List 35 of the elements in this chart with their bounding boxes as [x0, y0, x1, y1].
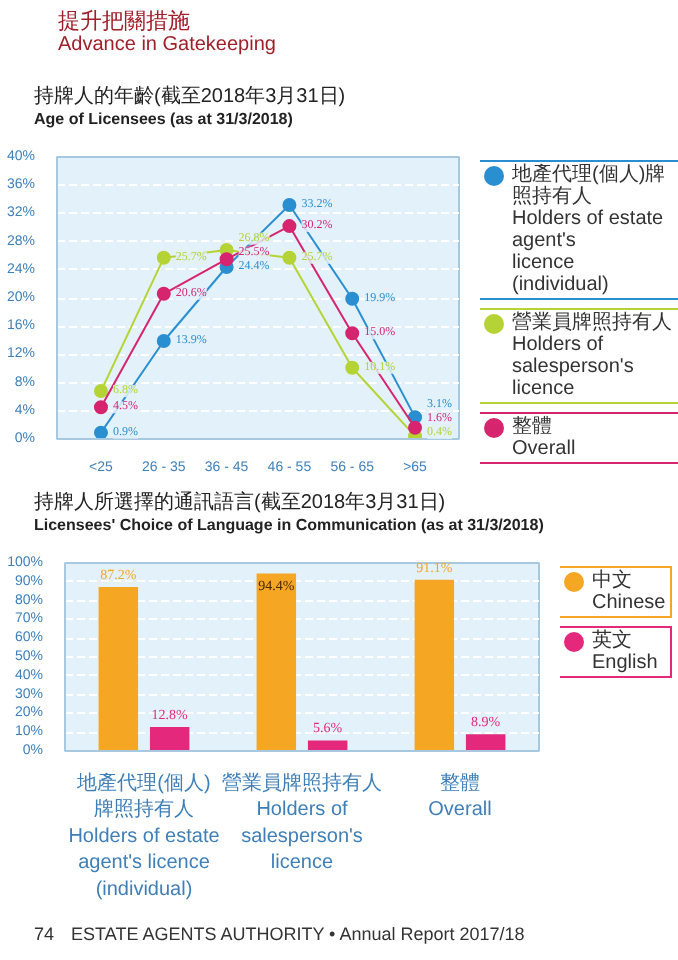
- chart-subtitle: Licensees' Choice of Language in Communication (as at 31/3/2018): [34, 516, 544, 536]
- point: [345, 326, 360, 341]
- point: [345, 291, 360, 306]
- bar: [98, 587, 139, 751]
- point: [282, 219, 297, 234]
- text: 提升把關措施: [58, 10, 192, 34]
- legend-label: 中文 Chinese: [592, 570, 666, 614]
- x-tick-label: 營業員牌照持有人 Holders of salesperson's licence: [222, 771, 382, 875]
- text: ESTATE AGENTS AUTHORITY • Annual Report 2017/18: [71, 924, 525, 944]
- bar: [256, 573, 297, 751]
- text: 74: [34, 924, 55, 944]
- point: [156, 250, 171, 265]
- legend-label: 地產代理(個人)牌照持有人 Holders of estate agent's licence (individual): [512, 164, 668, 296]
- x-tick-label: 整體 Overall: [428, 771, 492, 822]
- point: [93, 425, 108, 439]
- point: [282, 197, 297, 212]
- point: [93, 400, 108, 415]
- bar: [414, 579, 455, 751]
- chart-title: 持牌人所選擇的通訊語言(截至2018年3月31日): [34, 492, 448, 516]
- bar: [307, 740, 348, 751]
- chart-title: 持牌人的年齡(截至2018年3月31日): [34, 86, 346, 110]
- legend-label: 營業員牌照持有人 Holders of salesperson's licence: [512, 312, 674, 400]
- text: Advance in Gatekeeping: [58, 34, 276, 58]
- chart-subtitle: Age of Licensees (as at 31/3/2018): [34, 110, 295, 130]
- point: [156, 334, 171, 348]
- point: [282, 250, 297, 265]
- point: [345, 360, 360, 375]
- point: [219, 252, 234, 267]
- legend-label: 英文 English: [592, 630, 658, 674]
- point: [408, 420, 423, 435]
- bar: [465, 734, 506, 751]
- point: [93, 384, 108, 399]
- x-tick-label: 地產代理(個人) 牌照持有人 Holders of estate agent's licence (individual): [68, 771, 221, 901]
- point: [156, 286, 171, 301]
- bar: [149, 726, 190, 751]
